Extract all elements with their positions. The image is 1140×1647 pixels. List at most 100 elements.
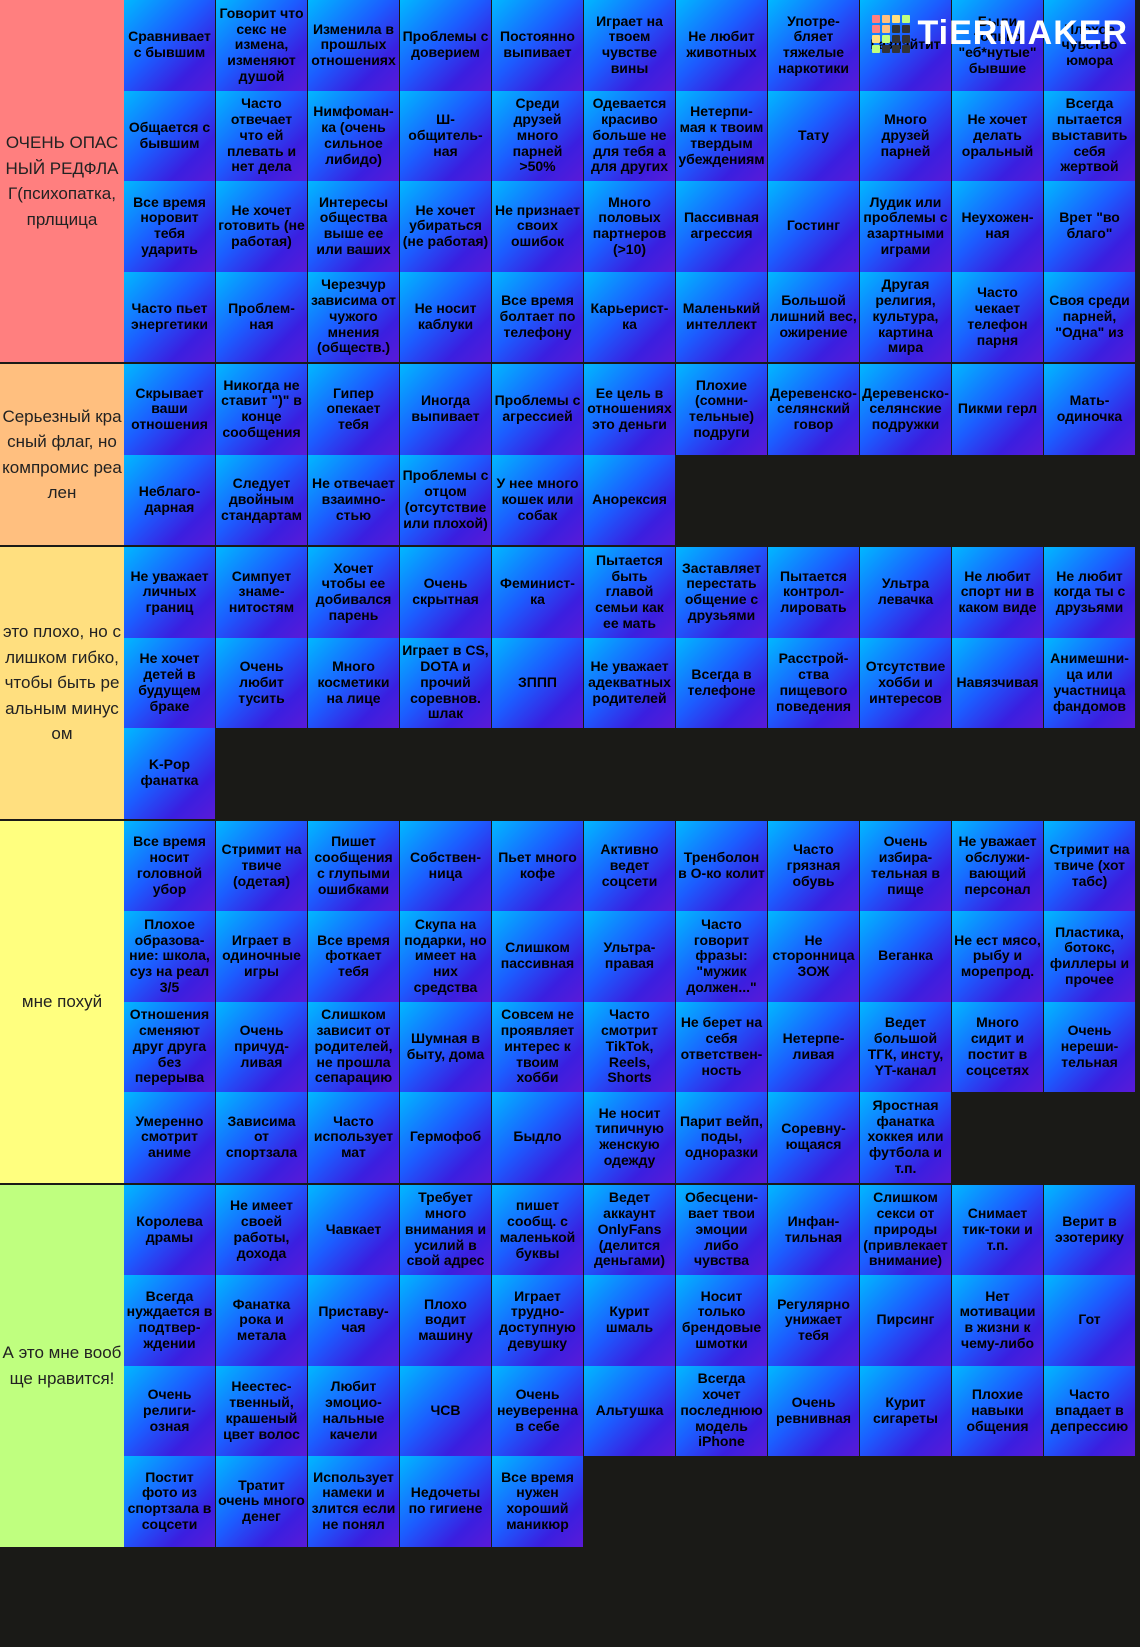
tier-item: Хочет чтобы ее добивался парень (308, 547, 399, 638)
logo-square (871, 14, 880, 23)
logo-square (901, 14, 910, 23)
tier-item: Пластика, ботокс, филлеры и прочее (1044, 911, 1135, 1002)
tier-item: Очень любит тусить (216, 637, 307, 728)
tier-item: Пытается контрол-лировать (768, 547, 859, 638)
tier-item: Пассивная агрессия (676, 181, 767, 272)
tier-item: Маленький интеллект (676, 271, 767, 362)
tier-item: Часто отвечает что ей плевать и нет дела (216, 90, 307, 181)
tier-item: Обесцени-вает твои эмоции либо чувства (676, 1184, 767, 1275)
tier-item: Играет на твоем чувстве вины (584, 0, 675, 91)
tier-item: Много косметики на лице (308, 637, 399, 728)
tier-item: Играет трудно-доступную девушку (492, 1275, 583, 1366)
tier-item: Веганка (860, 911, 951, 1002)
tier-item: Плохо водит машину (400, 1275, 491, 1366)
tier-item: Недочеты по гигиене (400, 1456, 491, 1547)
tier-item: Отношения сменяют друг друга без перерыв… (124, 1001, 215, 1092)
tier-label: ОЧЕНЬ ОПАСНЫЙ РЕДФЛАГ(психопатка, прлщиц… (0, 0, 124, 362)
tier-items: Все время носит головной убор Стримит на … (124, 820, 1136, 1183)
tier-item: Проблемы с агрессией (492, 364, 583, 455)
tier-item: Сравнивает с бывшим (124, 0, 215, 91)
logo-icon (871, 14, 910, 53)
tier-item: Заставляет перестать общение с друзьями (676, 547, 767, 638)
tier-item: Играет в CS, DOTA и прочий соревнов. шла… (400, 637, 491, 728)
tier-item: Мать-одиночка (1044, 364, 1135, 455)
tier-item: Стримит на твиче (одетая) (216, 820, 307, 911)
tier-label: это плохо, но слишком гибко, чтобы быть … (0, 547, 124, 819)
tier-row: Серьезный красный флаг, но компромис реа… (0, 364, 1140, 547)
tier-item: Ведет большой ТГК, инсту, YT-канал (860, 1001, 951, 1092)
tier-item: Часто говорит фразы: "мужик должен..." (676, 911, 767, 1002)
tier-item: Анимешни-ца или участница фандомов (1044, 637, 1135, 728)
tier-item: Расстрой-ства пищевого поведения (768, 637, 859, 728)
tier-item: Проблемы с доверием (400, 0, 491, 91)
tier-item: Все время болтает по телефону (492, 271, 583, 362)
tier-item: Не любит животных (676, 0, 767, 91)
tier-item: Очень ревнивная (768, 1365, 859, 1456)
tier-item: Собствен-ница (400, 820, 491, 911)
tier-item: Много половых партнеров (>10) (584, 181, 675, 272)
tier-item: Все время носит головной убор (124, 820, 215, 911)
tier-item: Постит фото из спортзала в соцсети (124, 1456, 215, 1547)
tier-item: Симпует знаме-нитостям (216, 547, 307, 638)
tier-item: Требует много внимания и усилий в свой а… (400, 1184, 491, 1275)
tier-items: Сравнивает с бывшим Говорит что секс не и… (124, 0, 1136, 362)
tier-item: Среди друзей много парней >50% (492, 90, 583, 181)
tier-item: Скупа на подарки, но имеет на них средст… (400, 911, 491, 1002)
tier-item: Слишком зависит от родителей, не прошла … (308, 1001, 399, 1092)
tier-item: Иногда выпивает (400, 364, 491, 455)
tier-item: Анорексия (584, 454, 675, 545)
tier-item: Изменила в прошлых отношениях (308, 0, 399, 91)
tier-item: Гот (1044, 1275, 1135, 1366)
tier-label: А это мне вообще нравится! (0, 1184, 124, 1547)
tier-item: Пишет сообщения с глупыми ошибками (308, 820, 399, 911)
tier-item: Регулярно унижает тебя (768, 1275, 859, 1366)
tier-item: Альтушка (584, 1365, 675, 1456)
tier-item: Курит сигареты (860, 1365, 951, 1456)
tier-item: Нет мотивации в жизни к чему-либо (952, 1275, 1043, 1366)
tier-item: Говорит что секс не измена, изменяют душ… (216, 0, 307, 91)
logo-square (901, 44, 910, 53)
tier-label: Серьезный красный флаг, но компромис реа… (0, 364, 124, 545)
logo-text: TiERMAKER (917, 14, 1128, 52)
tier-row: ОЧЕНЬ ОПАСНЫЙ РЕДФЛАГ(психопатка, прлщиц… (0, 0, 1140, 364)
tier-item: Часто впадает в депрессию (1044, 1365, 1135, 1456)
tier-item: Плохие (сомни-тельные) подруги (676, 364, 767, 455)
tier-item: Нетерпе-ливая (768, 1001, 859, 1092)
tier-row: А это мне вообще нравится! Королева драмы… (0, 1184, 1140, 1549)
tier-item: ЧСВ (400, 1365, 491, 1456)
tier-item: Были только "еб*нутые" бывшие (952, 0, 1043, 91)
tier-item: Много сидит и постит в соцсетях (952, 1001, 1043, 1092)
tier-item: Плохое чувство юмора (1044, 0, 1135, 91)
tier-item: Очень причуд-ливая (216, 1001, 307, 1092)
tier-item: Пьет много кофе (492, 820, 583, 911)
logo-square (891, 34, 900, 43)
tier-item: Постоянно выпивает (492, 0, 583, 91)
tier-item: Другая религия, культура, картина мира (860, 271, 951, 362)
tier-item: Чавкает (308, 1184, 399, 1275)
tier-item: Не берет на себя ответствен-ность (676, 1001, 767, 1092)
tier-item: Снимает тик-токи и т.п. (952, 1184, 1043, 1275)
tier-item: Фанатка рока и метала (216, 1275, 307, 1366)
logo-square (871, 24, 880, 33)
logo-square (891, 44, 900, 53)
tier-item: Часто смотрит TikTok, Reels, Shorts (584, 1001, 675, 1092)
tier-item: Всегда нуждается в подтвер-ждении (124, 1275, 215, 1366)
tier-item: Своя среди парней, "Одна" из (1044, 271, 1135, 362)
tier-item: Отсутствие хобби и интересов (860, 637, 951, 728)
tier-item: Инфан-тильная (768, 1184, 859, 1275)
tier-item: Тату (768, 90, 859, 181)
tier-items: Скрывает ваши отношения Никогда не ставит… (124, 364, 1136, 545)
tier-item: Стримит на твиче (хот табс) (1044, 820, 1135, 911)
tier-item: Никогда не ставит ")" в конце сообщения (216, 364, 307, 455)
tier-item: Деревенско-селянский говор (768, 364, 859, 455)
tier-item: ЗППП (492, 637, 583, 728)
tier-item: Очень скрытная (400, 547, 491, 638)
tier-item: Тратит очень много денег (216, 1456, 307, 1547)
tier-item: Гермофоб (400, 1092, 491, 1183)
tier-item: Одевается красиво больше не для тебя а д… (584, 90, 675, 181)
tier-item: Проблемы с отцом (отсутствие или плохой) (400, 454, 491, 545)
tier-item: Всегда пытается выставить себя жертвой (1044, 90, 1135, 181)
tier-item: Все время норовит тебя ударить (124, 181, 215, 272)
tier-item: Часто грязная обувь (768, 820, 859, 911)
